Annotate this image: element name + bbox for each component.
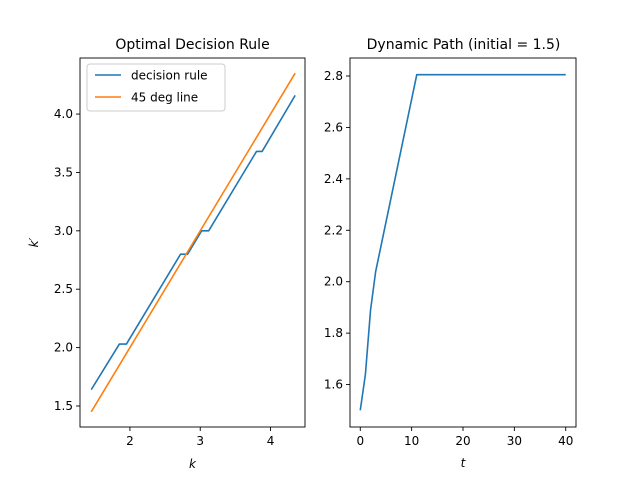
right-plot-area xyxy=(359,73,566,411)
dynamic-path-panel: Dynamic Path (initial = 1.5) 0 10 20 30 40 1.… xyxy=(324,37,577,470)
legend-label-decision-rule: decision rule xyxy=(131,69,208,83)
right-y-tick-label: 2.0 xyxy=(324,275,343,289)
right-x-tick-label: 10 xyxy=(404,434,419,448)
left-ticks: 2 3 4 1.5 2.0 2.5 3.0 3.5 4.0 xyxy=(54,107,274,448)
left-axes-frame xyxy=(79,57,306,428)
right-y-tick-label: 2.2 xyxy=(324,223,343,237)
left-y-tick-label: 1.5 xyxy=(54,399,73,413)
right-series-line-path xyxy=(359,73,566,411)
left-plot-area xyxy=(90,72,296,413)
legend-box xyxy=(86,63,226,112)
right-y-tick-label: 2.4 xyxy=(324,172,343,186)
legend-label-45-deg-line: 45 deg line xyxy=(131,91,198,105)
left-y-tick-label: 4.0 xyxy=(54,107,73,121)
left-x-tick-label: 2 xyxy=(126,434,134,448)
right-y-tick-label: 1.8 xyxy=(324,326,343,340)
right-y-tick-label: 1.6 xyxy=(324,378,343,392)
decision-rule-panel: Optimal Decision Rule 2 3 4 1.5 2.0 2.5 3.0 3.5… xyxy=(27,37,306,471)
left-x-axis-label: k xyxy=(189,457,197,471)
left-y-tick-label: 3.0 xyxy=(54,224,73,238)
left-series-line-45-deg-line xyxy=(90,72,296,413)
right-x-tick-label: 30 xyxy=(507,434,522,448)
left-series-line-decision-rule xyxy=(90,94,296,391)
right-x-tick-label: 20 xyxy=(455,434,470,448)
right-ticks: 0 10 20 30 40 1.6 1.8 2.0 2.2 2.4 2.6 2.8 xyxy=(324,69,573,448)
left-y-tick-label: 2.0 xyxy=(54,341,73,355)
right-y-tick-label: 2.8 xyxy=(324,69,343,83)
left-y-tick-label: 2.5 xyxy=(54,282,73,296)
left-x-tick-label: 3 xyxy=(196,434,204,448)
left-y-axis-label: k′ xyxy=(27,237,41,247)
legend: decision rule 45 deg line xyxy=(86,63,226,112)
left-chart-title: Optimal Decision Rule xyxy=(115,37,269,53)
left-x-tick-label: 4 xyxy=(267,434,275,448)
right-x-axis-label: t xyxy=(461,456,467,470)
right-x-tick-label: 0 xyxy=(356,434,364,448)
right-x-tick-label: 40 xyxy=(558,434,573,448)
right-chart-title: Dynamic Path (initial = 1.5) xyxy=(367,37,561,53)
left-y-tick-label: 3.5 xyxy=(54,165,73,179)
right-y-tick-label: 2.6 xyxy=(324,120,343,134)
